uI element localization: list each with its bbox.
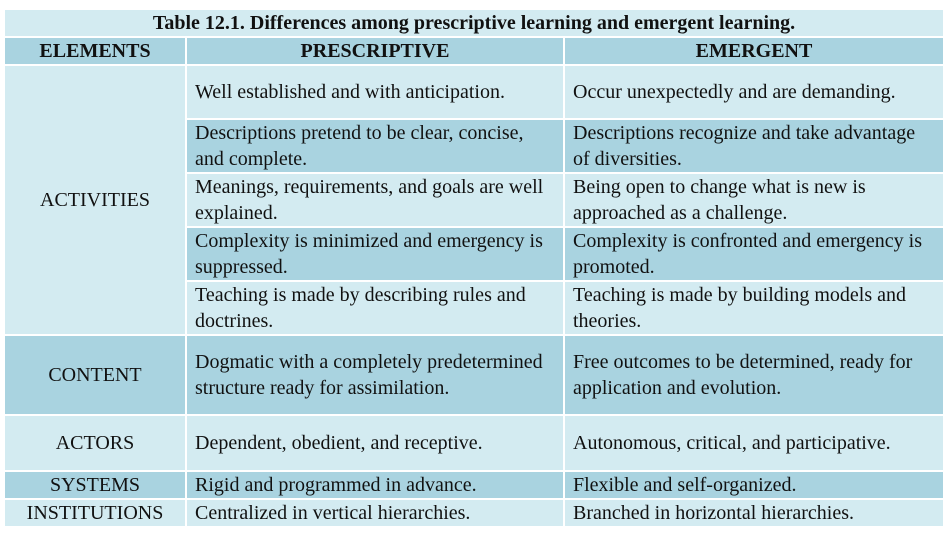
systems-prescriptive: Rigid and programmed in advance. xyxy=(185,470,565,500)
table-row: SYSTEMS Rigid and programmed in advance.… xyxy=(3,470,945,500)
institutions-emergent: Branched in horizontal hierarchies. xyxy=(563,498,945,528)
activities-emergent-1: Occur unexpectedly and are demanding. xyxy=(563,64,945,120)
header-elements: ELEMENTS xyxy=(3,36,187,66)
content-prescriptive: Dogmatic with a completely predetermined… xyxy=(185,334,565,416)
title-row: Table 12.1. Differences among prescripti… xyxy=(3,8,945,38)
table-row: Descriptions pretend to be clear, concis… xyxy=(4,118,945,174)
content-emergent: Free outcomes to be determined, ready fo… xyxy=(563,334,945,416)
element-actors: ACTORS xyxy=(3,414,187,472)
table-row: CONTENT Dogmatic with a completely prede… xyxy=(3,334,945,416)
activities-emergent-2: Descriptions recognize and take advantag… xyxy=(563,118,945,174)
activities-emergent-4: Complexity is confronted and emergency i… xyxy=(563,226,945,282)
table-row: ACTORS Dependent, obedient, and receptiv… xyxy=(3,414,945,472)
activities-prescriptive-5: Teaching is made by describing rules and… xyxy=(185,280,565,336)
activities-prescriptive-4: Complexity is minimized and emergency is… xyxy=(185,226,565,282)
header-emergent: EMERGENT xyxy=(563,36,945,66)
activities-prescriptive-1: Well established and with anticipation. xyxy=(185,64,565,120)
comparison-table: Table 12.1. Differences among prescripti… xyxy=(3,8,945,528)
table-row: Meanings, requirements, and goals are we… xyxy=(4,172,945,228)
activities-prescriptive-2: Descriptions pretend to be clear, concis… xyxy=(185,118,565,174)
table-row: INSTITUTIONS Centralized in vertical hie… xyxy=(3,498,945,528)
actors-emergent: Autonomous, critical, and participative. xyxy=(563,414,945,472)
table-row: ACTIVITIES Well established and with ant… xyxy=(3,64,945,336)
header-prescriptive: PRESCRIPTIVE xyxy=(185,36,565,66)
systems-emergent: Flexible and self-organized. xyxy=(563,470,945,500)
activities-prescriptive-3: Meanings, requirements, and goals are we… xyxy=(185,172,565,228)
element-systems: SYSTEMS xyxy=(3,470,187,500)
table-row: Teaching is made by describing rules and… xyxy=(4,280,945,336)
actors-prescriptive: Dependent, obedient, and receptive. xyxy=(185,414,565,472)
activities-emergent-5: Teaching is made by building models and … xyxy=(563,280,945,336)
institutions-prescriptive: Centralized in vertical hierarchies. xyxy=(185,498,565,528)
header-row: ELEMENTS PRESCRIPTIVE EMERGENT xyxy=(3,36,945,66)
activities-emergent-3: Being open to change what is new is appr… xyxy=(563,172,945,228)
table-title: Table 12.1. Differences among prescripti… xyxy=(3,8,945,38)
element-institutions: INSTITUTIONS xyxy=(3,498,187,528)
element-activities: ACTIVITIES xyxy=(3,64,187,336)
table-row: Complexity is minimized and emergency is… xyxy=(4,226,945,282)
comparison-table-container: Table 12.1. Differences among prescripti… xyxy=(3,8,945,528)
element-content: CONTENT xyxy=(3,334,187,416)
